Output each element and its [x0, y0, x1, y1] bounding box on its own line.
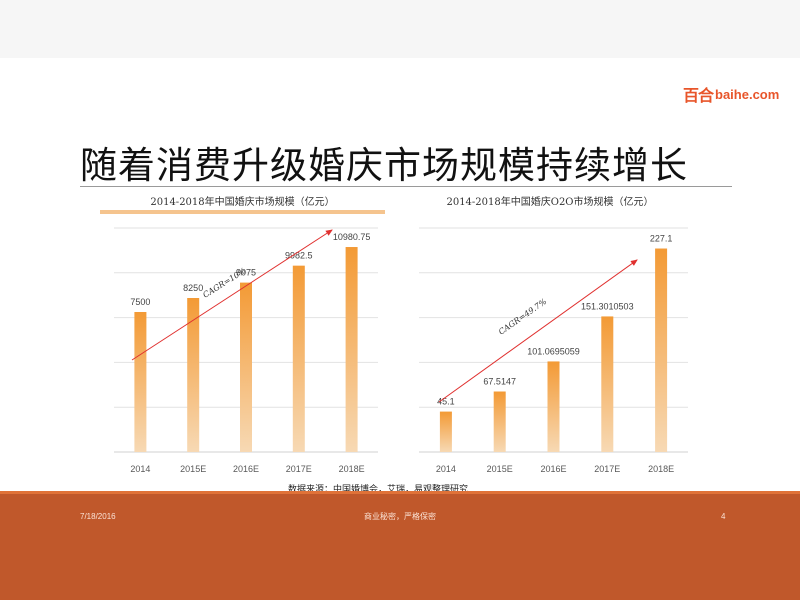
chart-title: 2014-2018年中国婚庆市场规模（亿元）: [150, 197, 335, 208]
logo-text: baihe.com: [715, 86, 780, 102]
data-label: 45.1: [437, 397, 455, 407]
x-tick-label: 2015E: [180, 464, 206, 474]
trend-arrow: [438, 259, 638, 403]
bar-2018E: [345, 247, 358, 452]
top-strip: [0, 0, 800, 58]
x-tick-label: 2018E: [648, 464, 674, 474]
footer-bar: 7/18/2016 商业秘密，严格保密 4: [0, 491, 800, 600]
trend-arrow: [131, 229, 333, 361]
o2o-market-size-chart: 2014-2018年中国婚庆O2O市场规模（亿元） 45.1 2014 67.514…: [405, 190, 695, 485]
chart-title: 2014-2018年中国婚庆O2O市场规模（亿元）: [446, 197, 654, 208]
source-note: 数据来源：中国婚博会，艾瑞，易观整理研究: [288, 485, 469, 495]
footer-page-number: 4: [721, 512, 726, 521]
x-tick-label: 2014: [130, 464, 150, 474]
x-tick-label: 2017E: [286, 464, 312, 474]
data-label: 67.5147: [483, 377, 516, 387]
x-tick-label: 2017E: [594, 464, 620, 474]
data-label: 101.0695059: [527, 346, 580, 356]
bar-2017E: [292, 265, 305, 452]
title-underline: [100, 210, 385, 214]
chart-canvas: 7500 2014 8250 2015E 9075 2016E 9982.5 2017E 109…: [100, 210, 385, 474]
data-label: 7500: [130, 297, 150, 307]
footer-date: 7/18/2016: [80, 512, 116, 521]
data-label: 227.1: [650, 234, 673, 244]
cagr-annotation: CAGR=49.7%: [497, 297, 549, 337]
x-tick-label: 2018E: [339, 464, 365, 474]
data-label: 151.3010503: [581, 301, 634, 311]
x-tick-label: 2016E: [540, 464, 566, 474]
footer-confidential: 商业秘密，严格保密: [364, 512, 436, 521]
bar-2018E: [655, 248, 668, 452]
title-divider: [80, 186, 732, 187]
bar-2014: [134, 312, 147, 452]
chart-canvas: 45.1 2014 67.5147 2015E 101.0695059 2016E 151.…: [419, 227, 688, 474]
bar-2015E: [493, 391, 506, 452]
bar-2016E: [547, 361, 560, 452]
market-size-chart: 2014-2018年中国婚庆市场规模（亿元） 7500 2014 8250 2015E…: [100, 190, 385, 485]
data-label: 8250: [183, 283, 203, 293]
x-tick-label: 2014: [436, 464, 456, 474]
data-label: 9075: [236, 268, 256, 278]
x-tick-label: 2015E: [487, 464, 513, 474]
logo-mark: 百合: [683, 86, 714, 105]
page-title: 随着消费升级婚庆市场规模持续增长: [80, 144, 688, 187]
bar-2017E: [601, 316, 614, 452]
bar-2015E: [187, 298, 200, 452]
x-tick-label: 2016E: [233, 464, 259, 474]
brand-logo: 百合 baihe.com: [683, 84, 780, 105]
bar-2016E: [240, 282, 252, 452]
data-label: 9982.5: [285, 251, 313, 261]
bar-2014: [439, 411, 452, 452]
data-label: 10980.75: [333, 232, 371, 242]
